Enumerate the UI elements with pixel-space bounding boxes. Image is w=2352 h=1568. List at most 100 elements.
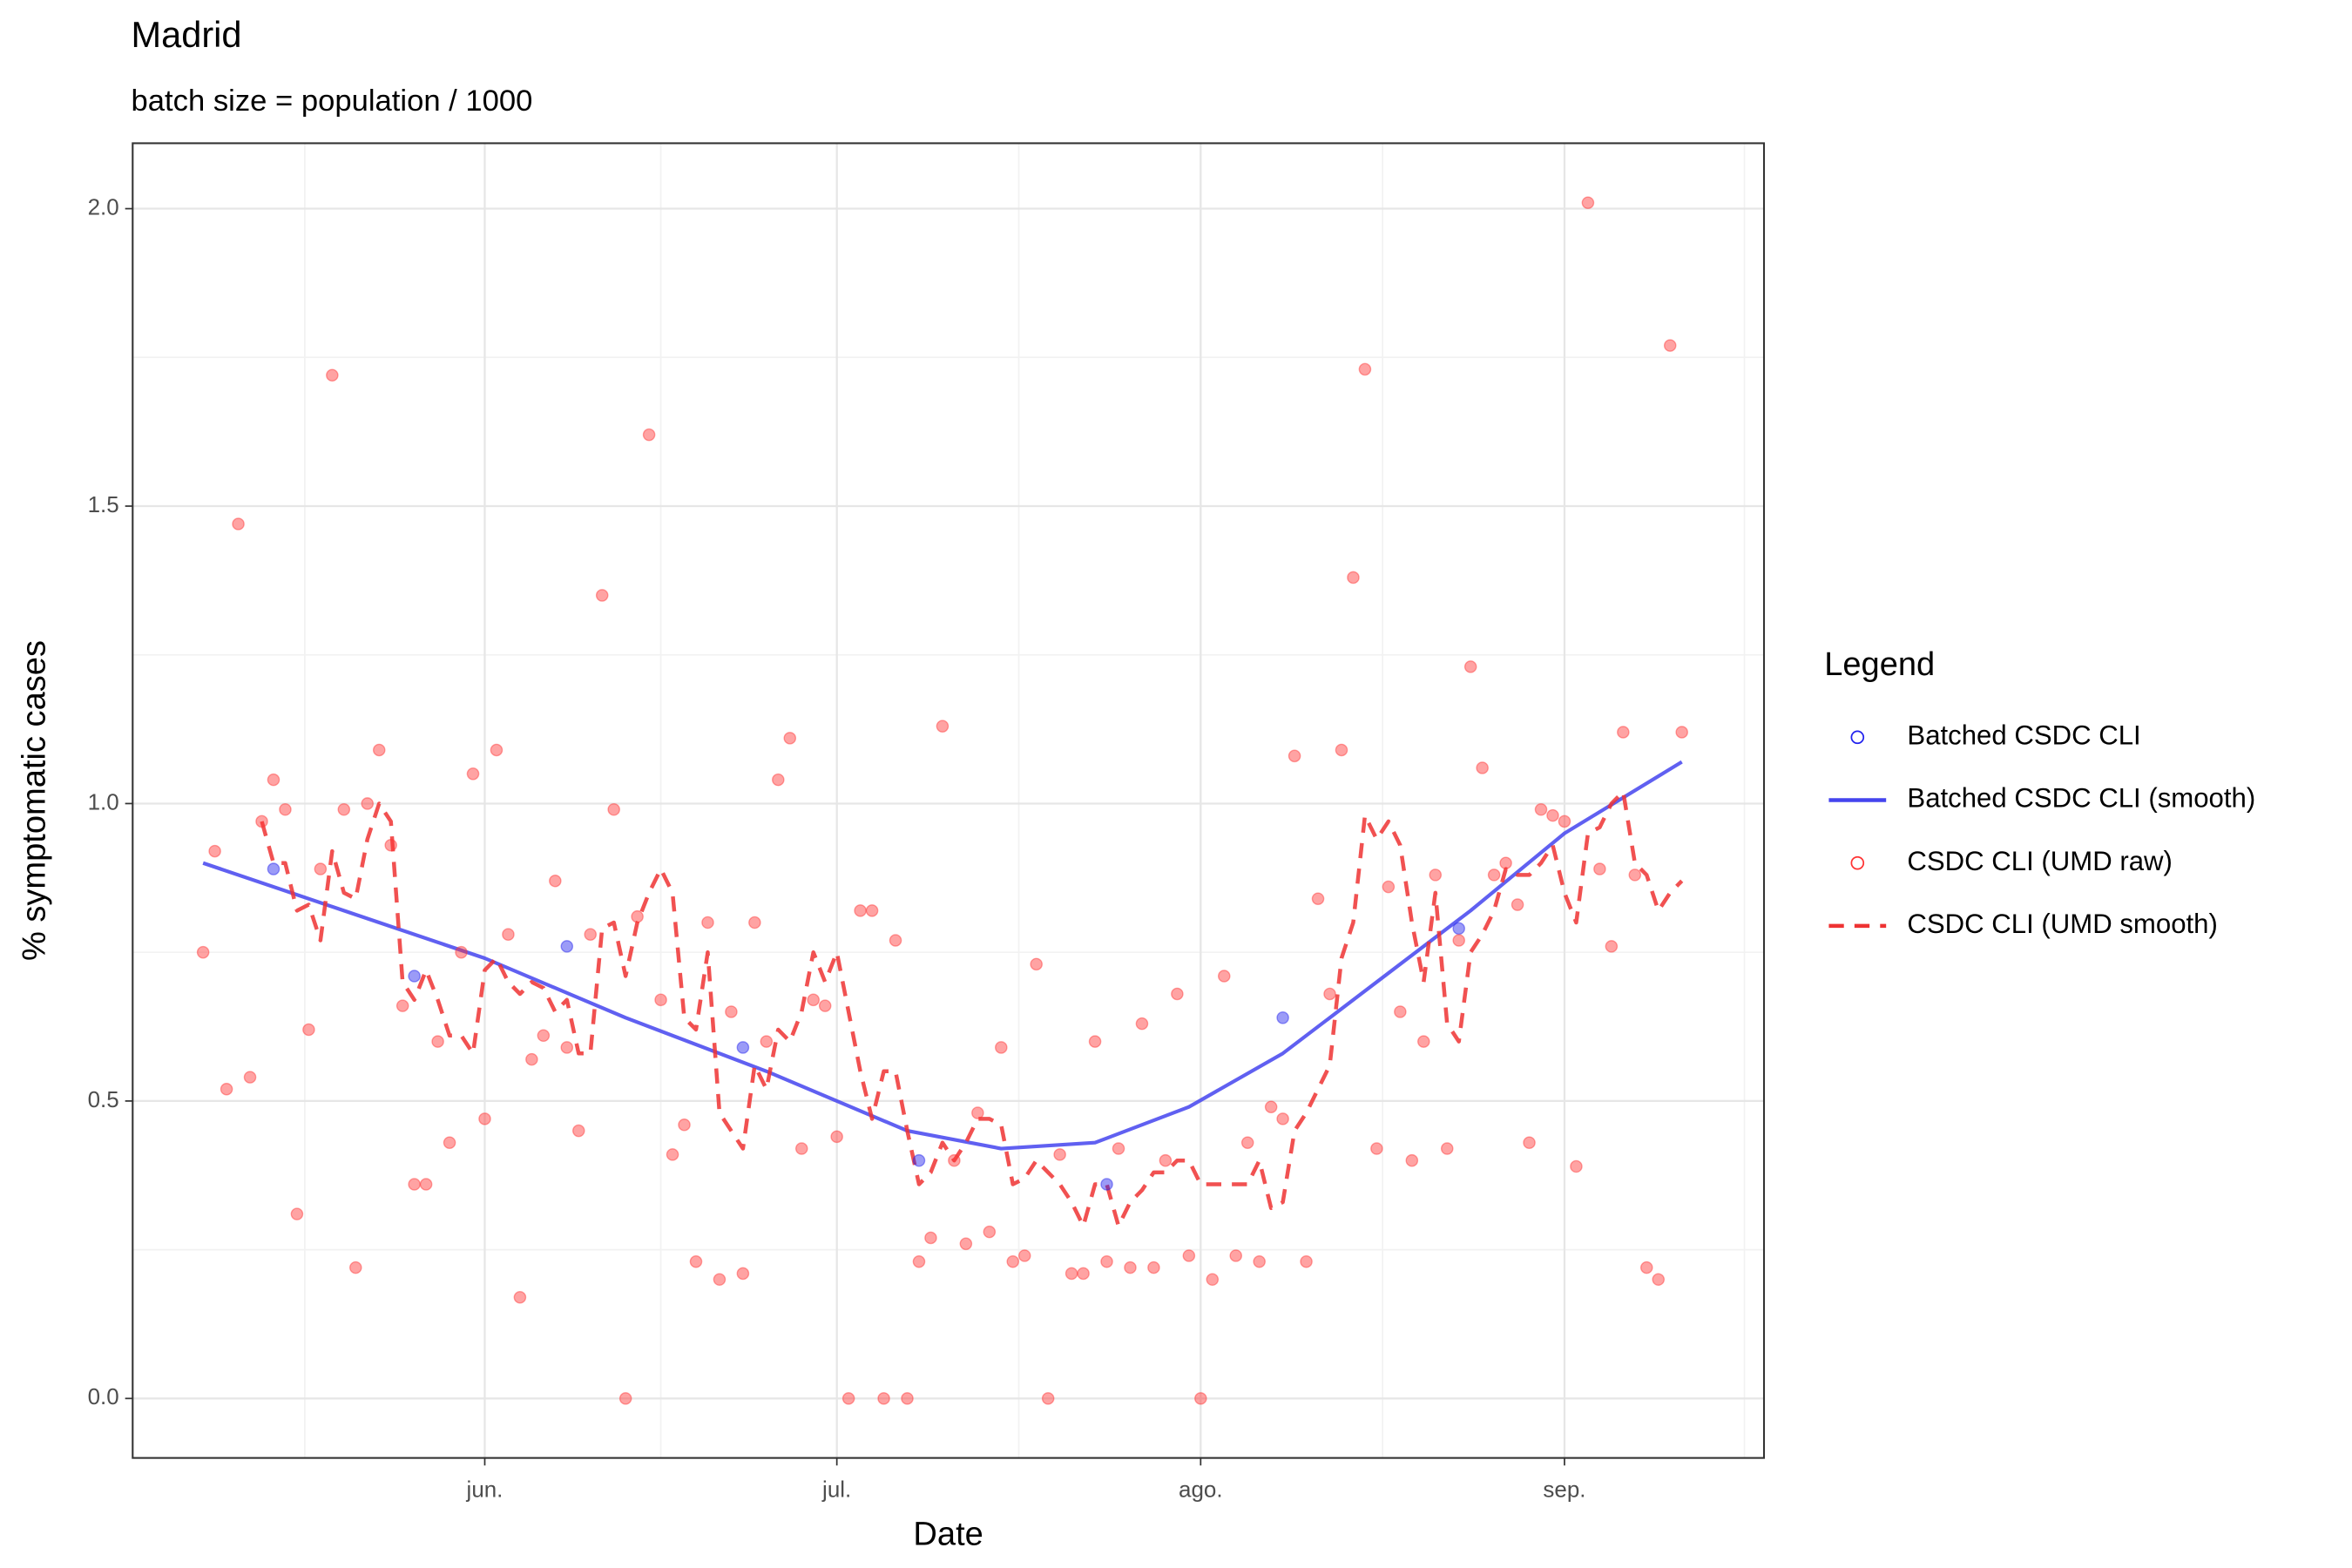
- data-point: [948, 1153, 961, 1167]
- data-point: [783, 732, 797, 745]
- data-point: [1112, 1142, 1125, 1155]
- data-point: [995, 1041, 1008, 1054]
- data-point: [490, 743, 504, 757]
- data-point: [1405, 1153, 1419, 1167]
- data-point: [384, 838, 397, 852]
- data-point: [372, 743, 386, 757]
- y-axis-title: % symptomatic cases: [17, 640, 53, 961]
- data-point: [513, 1290, 527, 1304]
- y-tick-label: 1.0: [88, 788, 119, 814]
- data-point: [830, 1130, 843, 1144]
- data-point: [196, 945, 210, 959]
- legend-label: CSDC CLI (UMD raw): [1907, 846, 2173, 876]
- data-point: [1593, 862, 1606, 875]
- data-point: [713, 1273, 727, 1287]
- data-point: [1182, 1249, 1196, 1262]
- data-point: [736, 1267, 750, 1281]
- data-point: [924, 1231, 937, 1245]
- data-point: [466, 767, 480, 781]
- y-tick-label: 0.5: [88, 1086, 119, 1112]
- data-point: [1041, 1392, 1055, 1405]
- data-point: [1558, 814, 1571, 828]
- data-point: [1358, 362, 1372, 376]
- data-point: [571, 1124, 585, 1138]
- data-point: [279, 803, 292, 816]
- data-point: [689, 1255, 703, 1268]
- data-point: [290, 1207, 304, 1220]
- data-line: [202, 760, 1683, 1151]
- x-tick-label: sep.: [1543, 1477, 1585, 1503]
- data-point: [1276, 1011, 1289, 1024]
- data-point: [1217, 970, 1231, 983]
- data-point: [1499, 856, 1512, 870]
- data-point: [1511, 898, 1524, 911]
- data-line: [260, 789, 1684, 1228]
- data-point: [807, 993, 820, 1007]
- data-point: [220, 1082, 233, 1096]
- data-point: [725, 1005, 738, 1018]
- legend-label: Batched CSDC CLI: [1907, 720, 2140, 751]
- data-point: [408, 1178, 421, 1191]
- data-point: [560, 1041, 574, 1054]
- data-point: [1124, 1260, 1137, 1274]
- data-point: [1135, 1017, 1149, 1031]
- data-point: [443, 1136, 456, 1149]
- data-point: [1523, 1136, 1536, 1149]
- data-point: [618, 1392, 632, 1405]
- data-point: [1171, 987, 1184, 1001]
- data-point: [631, 909, 644, 923]
- y-tick-label: 1.5: [88, 491, 119, 517]
- data-point: [1300, 1255, 1313, 1268]
- data-point: [760, 1035, 774, 1048]
- data-point: [560, 940, 574, 953]
- data-point: [525, 1052, 538, 1066]
- data-point: [1311, 892, 1325, 905]
- data-point: [1100, 1178, 1113, 1191]
- data-point: [326, 368, 339, 382]
- data-point: [1017, 1249, 1031, 1262]
- data-point: [1229, 1249, 1243, 1262]
- data-point: [314, 862, 328, 875]
- x-axis-title: Date: [913, 1517, 983, 1553]
- data-point: [901, 1392, 914, 1405]
- data-point: [1323, 987, 1336, 1001]
- data-point: [1463, 660, 1477, 673]
- data-point: [1429, 868, 1443, 882]
- data-point: [794, 1142, 808, 1155]
- data-point: [395, 999, 409, 1012]
- data-point: [736, 1041, 750, 1054]
- data-point: [255, 814, 268, 828]
- data-point: [537, 1029, 551, 1043]
- data-point: [1570, 1159, 1583, 1173]
- data-point: [748, 916, 761, 929]
- data-point: [431, 1035, 444, 1048]
- chart-subtitle: batch size = population / 1000: [132, 84, 533, 118]
- data-point: [678, 1118, 691, 1132]
- data-point: [1088, 1035, 1102, 1048]
- data-point: [349, 1260, 362, 1274]
- data-point: [595, 589, 609, 602]
- data-point: [971, 1106, 984, 1119]
- x-tick-label: jun.: [466, 1477, 504, 1503]
- data-point: [1053, 1148, 1066, 1161]
- data-point: [208, 844, 221, 858]
- data-point: [666, 1148, 679, 1161]
- x-tick-label: ago.: [1179, 1477, 1223, 1503]
- data-point: [654, 993, 667, 1007]
- legend-key: [1850, 730, 1865, 745]
- y-tick-label: 2.0: [88, 193, 119, 220]
- chart-title: Madrid: [132, 14, 242, 55]
- legend-label: CSDC CLI (UMD smooth): [1907, 909, 2217, 939]
- data-point: [419, 1178, 433, 1191]
- data-point: [936, 720, 950, 733]
- data-point: [1617, 726, 1630, 739]
- data-point: [455, 945, 468, 959]
- data-point: [584, 928, 598, 941]
- data-point: [983, 1225, 997, 1239]
- data-point: [361, 797, 375, 810]
- data-point: [1675, 726, 1688, 739]
- data-point: [1064, 1267, 1078, 1281]
- data-point: [818, 999, 832, 1012]
